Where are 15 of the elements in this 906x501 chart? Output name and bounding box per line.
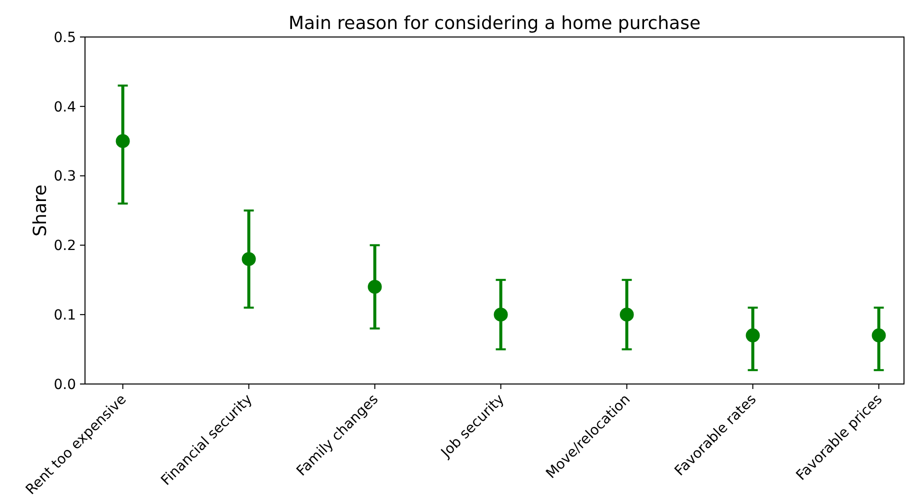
point	[620, 308, 634, 322]
y-tick-label: 0.3	[54, 168, 76, 185]
y-tick-label: 0.4	[54, 99, 76, 116]
point	[368, 280, 382, 294]
y-tick-label: 0.0	[54, 376, 76, 393]
chart-title: Main reason for considering a home purchase	[288, 13, 701, 34]
point	[872, 328, 886, 342]
y-tick-label: 0.2	[54, 238, 76, 254]
point	[746, 328, 760, 342]
point	[494, 308, 508, 322]
y-axis-title: Share	[30, 184, 51, 236]
y-tick-label: 0.1	[54, 308, 76, 324]
y-tick-label: 0.5	[54, 30, 76, 46]
point	[116, 134, 130, 148]
point	[242, 252, 256, 266]
